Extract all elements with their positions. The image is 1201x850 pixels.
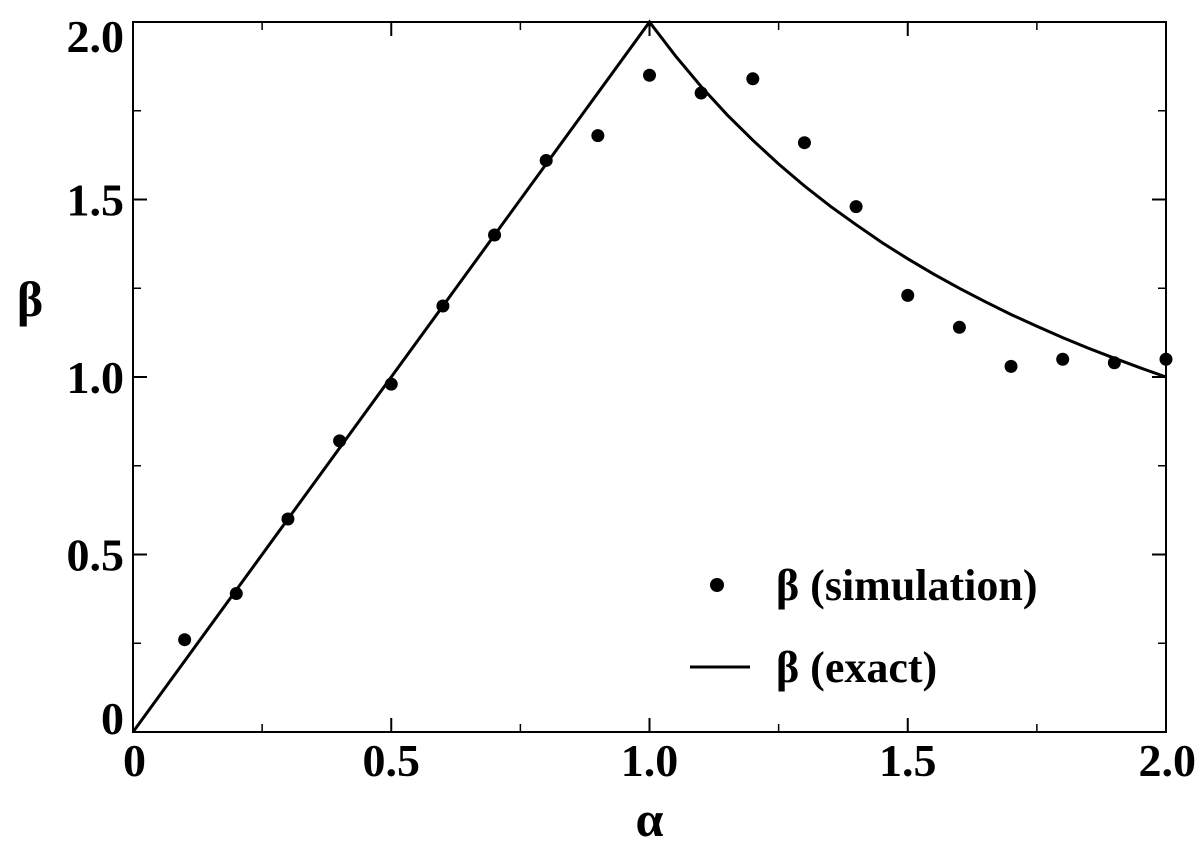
data-point-simulation: [1056, 352, 1070, 366]
x-tick-label: 2.0: [1139, 735, 1197, 786]
y-tick-label: 0: [101, 693, 124, 744]
x-tick-label: 1.5: [879, 735, 937, 786]
data-point-simulation: [797, 136, 811, 150]
x-tick-label: 0.5: [363, 735, 421, 786]
data-point-simulation: [952, 320, 966, 334]
x-tick-label: 1.0: [621, 735, 679, 786]
ticks-layer: 0 0.5 1.0 1.5 2.0 0 0.5 1.0 1.5 2.0: [67, 11, 1197, 786]
y-tick-label: 1.0: [67, 352, 125, 403]
y-tick-label: 2.0: [67, 11, 125, 62]
series-line-exact: [131, 19, 1167, 733]
data-point-simulation: [643, 68, 656, 82]
legend-marker-simulation: [710, 578, 724, 592]
x-axis-label: α: [636, 791, 664, 847]
data-point-simulation: [1159, 352, 1173, 366]
x-tick-label: 0: [123, 735, 146, 786]
legend: β (simulation) β (exact): [690, 561, 1038, 692]
data-point-simulation: [849, 200, 863, 214]
plot-area: [132, 21, 1167, 733]
data-point-simulation: [591, 129, 605, 143]
legend-label-simulation: β (simulation): [776, 561, 1038, 610]
legend-label-exact: β (exact): [776, 643, 937, 692]
data-point-simulation: [746, 72, 760, 86]
data-point-simulation: [178, 633, 192, 647]
y-tick-label: 0.5: [67, 530, 125, 581]
y-tick-label: 1.5: [67, 175, 125, 226]
y-axis-label: β: [17, 271, 43, 327]
series-layer: [131, 19, 1173, 733]
plot-frame: [132, 21, 1167, 733]
data-point-simulation: [901, 288, 915, 302]
data-point-simulation: [1004, 359, 1018, 373]
